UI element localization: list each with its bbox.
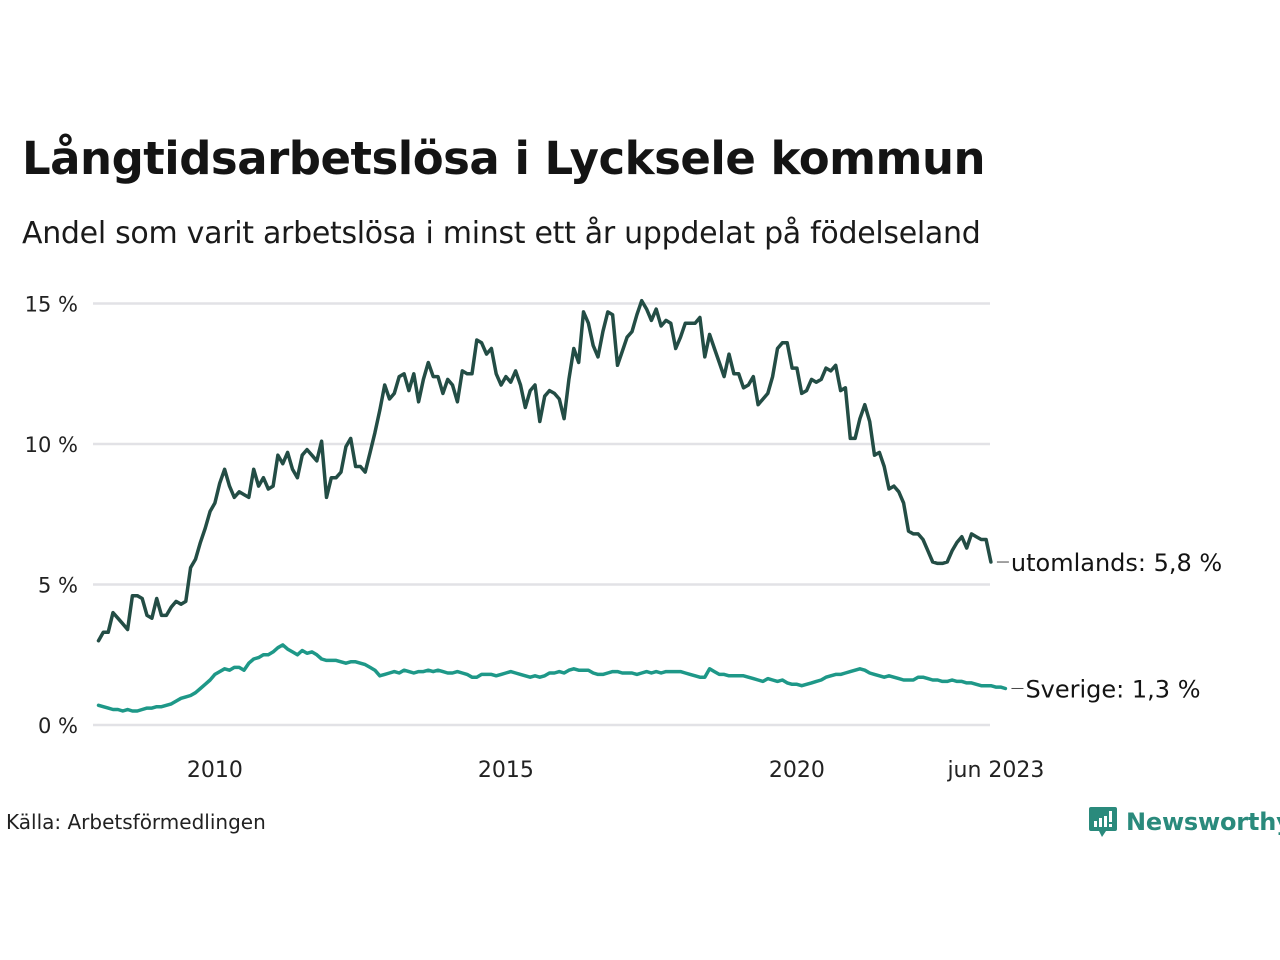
x-tick-label: 2015 [478, 758, 534, 783]
x-tick-label: 2010 [187, 758, 243, 783]
end-label-sverige: Sverige: 1,3 % [1025, 675, 1200, 703]
x-tick-label: jun 2023 [946, 758, 1044, 783]
y-tick-label: 0 % [38, 714, 78, 738]
x-axis-ticks: 2010 2015 2020 jun 2023 [187, 758, 1045, 783]
chart-title: Långtidsarbetslösa i Lycksele kommun [22, 132, 986, 185]
series-line-utomlands [96, 298, 993, 643]
newsworthy-logo: Newsworthy [1088, 805, 1280, 839]
newsworthy-logo-icon [1089, 807, 1117, 837]
series-line-sverige [96, 643, 1008, 713]
end-label-utomlands: utomlands: 5,8 % [1011, 549, 1222, 577]
y-tick-label: 10 % [25, 433, 78, 457]
y-tick-label: 15 % [25, 293, 78, 317]
chart-subtitle: Andel som varit arbetslösa i minst ett å… [22, 216, 981, 251]
y-tick-label: 5 % [38, 574, 78, 598]
brand-name: Newsworthy [1126, 808, 1280, 836]
source-note: Källa: Arbetsförmedlingen [6, 810, 266, 834]
series-end-labels: utomlands: 5,8 % Sverige: 1,3 % [996, 549, 1222, 703]
x-tick-label: 2020 [769, 758, 825, 783]
series-lines [96, 298, 1008, 713]
y-axis-ticks: 0 % 5 % 10 % 15 % [25, 293, 78, 739]
gridlines [93, 302, 990, 727]
